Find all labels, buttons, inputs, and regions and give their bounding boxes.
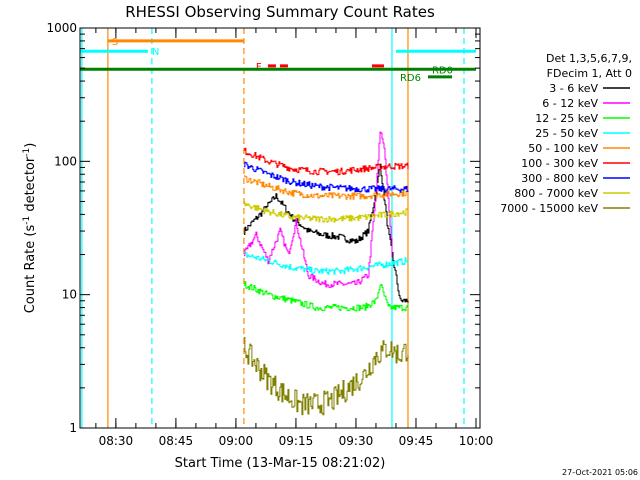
y-tick-label-1: 10 [62, 288, 77, 302]
axes: 1 10 100 1000 08:30 08:45 09:00 09:15 09:30 09:45… [46, 21, 493, 448]
legend-label-3: 25 - 50 keV [535, 127, 598, 140]
x-tick-label-3: 09:15 [279, 434, 314, 448]
series-line-5 [243, 147, 409, 176]
x-tick-label-6: 10:00 [459, 434, 494, 448]
footer-date: 27-Oct-2021 05:06 [562, 468, 638, 477]
plot-frame [79, 27, 481, 429]
legend-label-1: 6 - 12 keV [542, 97, 598, 110]
y-tick-label-3: 1000 [46, 21, 77, 35]
x-tick-label-4: 09:30 [339, 434, 374, 448]
legend-label-5: 100 - 300 keV [521, 157, 598, 170]
legend-label-7: 800 - 7000 keV [514, 187, 598, 200]
x-tick-label-2: 09:00 [219, 434, 254, 448]
series-line-8 [243, 337, 409, 416]
flag-label-rd0: RD0 [432, 65, 453, 76]
series-line-6 [243, 161, 409, 193]
series-line-2 [243, 281, 409, 312]
legend-label-4: 50 - 100 keV [528, 142, 598, 155]
legend-label-8: 7000 - 15000 keV [500, 202, 598, 215]
y-tick-label-2: 100 [54, 154, 77, 168]
flag-label-f: F [256, 62, 262, 73]
legend-header-line2: FDecim 1, Att 0 [547, 67, 632, 80]
flag-label-rd6: RD6 [400, 73, 421, 84]
x-axis-label: Start Time (13-Mar-15 08:21:02) [175, 456, 386, 471]
chart-title: RHESSI Observing Summary Count Rates [125, 3, 435, 21]
series-line-7 [243, 201, 409, 223]
legend: Det 1,3,5,6,7,9, FDecim 1, Att 0 3 - 6 k… [500, 52, 632, 215]
series-line-3 [243, 251, 409, 275]
series-line-1 [243, 131, 393, 288]
legend-header-line1: Det 1,3,5,6,7,9, [546, 52, 632, 65]
y-axis-label-part2: detector [23, 156, 38, 216]
flag-label-n: N [152, 47, 159, 58]
legend-entries: 3 - 6 keV 6 - 12 keV 12 - 25 keV 25 - 50 ke… [500, 82, 630, 215]
y-tick-label-0: 1 [69, 421, 77, 435]
y-axis-label-sup2: -1 [22, 148, 32, 157]
legend-label-6: 300 - 800 keV [521, 172, 598, 185]
series-line-4 [243, 175, 408, 200]
y-axis-label-end: ) [23, 143, 38, 148]
y-axis-label: Count Rate (s-1 detector-1) [22, 143, 38, 314]
x-tick-label-0: 08:30 [99, 434, 134, 448]
plot-area: S N F RD0 RD6 [79, 28, 476, 428]
flag-label-s: S [112, 37, 118, 48]
y-axis-label-part1: Count Rate (s [23, 225, 38, 314]
x-tick-label-1: 08:45 [159, 434, 194, 448]
y-axis-label-sup1: -1 [22, 216, 32, 225]
x-tick-label-5: 09:45 [399, 434, 434, 448]
legend-label-2: 12 - 25 keV [535, 112, 598, 125]
legend-label-0: 3 - 6 keV [549, 82, 598, 95]
